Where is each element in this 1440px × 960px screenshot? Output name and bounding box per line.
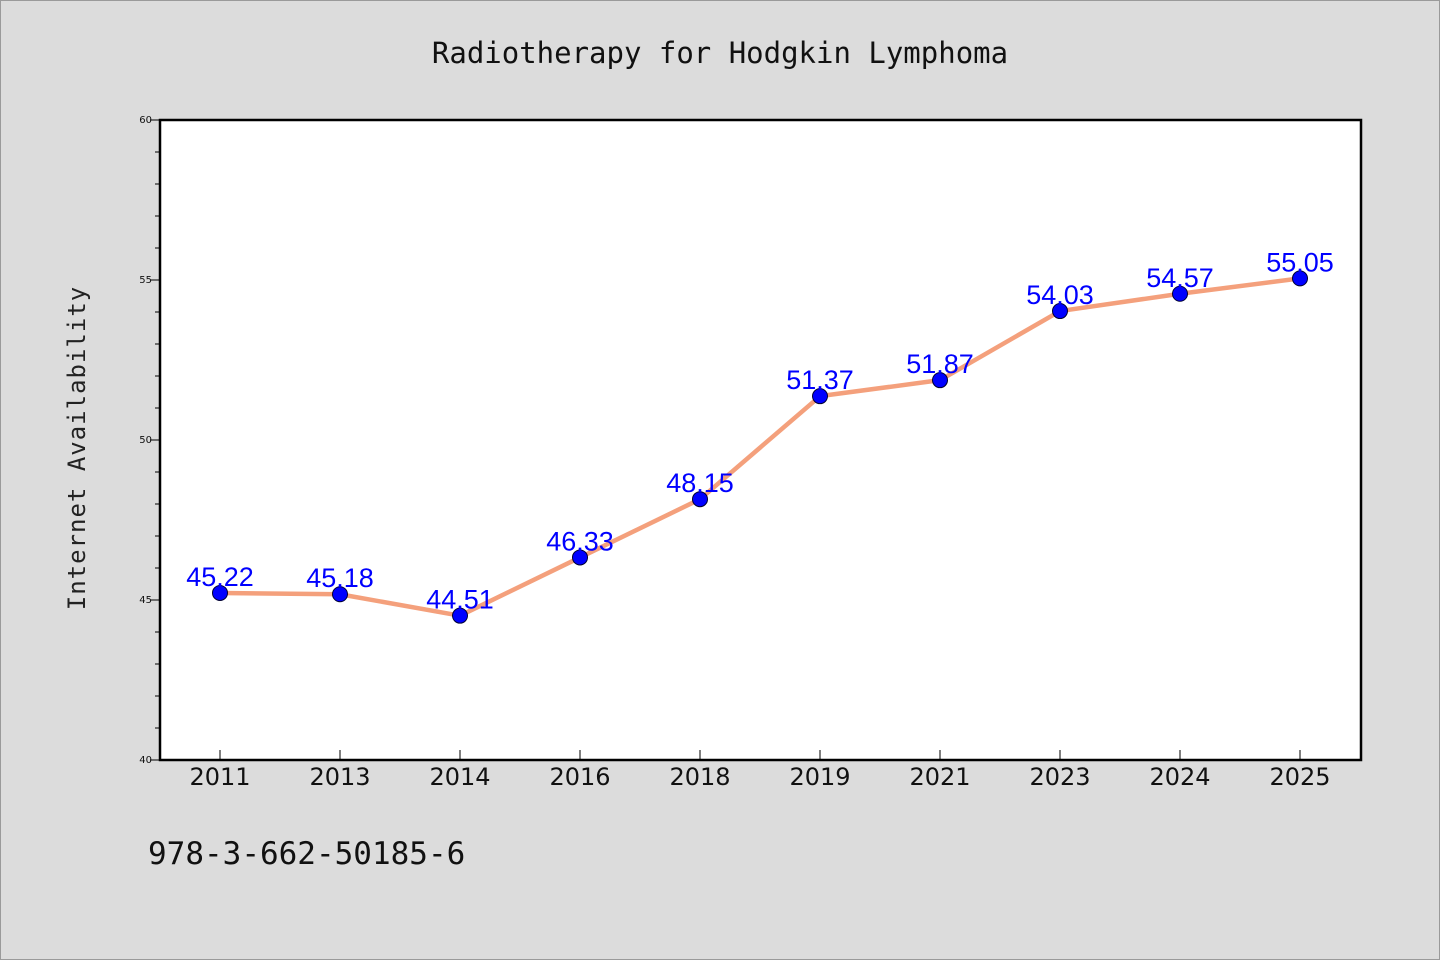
data-label: 48.15 bbox=[666, 468, 734, 498]
data-label: 45.22 bbox=[186, 562, 254, 592]
series-layer: 45.22 45.18 44.51 46.33 48.15 51.37 51.87 54.03… bbox=[186, 247, 1334, 624]
data-point bbox=[1052, 303, 1068, 320]
y-tick-label: 60 bbox=[139, 115, 152, 126]
data-label: 46.33 bbox=[546, 526, 614, 556]
chart-title: Radiotherapy for Hodgkin Lymphoma bbox=[432, 36, 1008, 70]
x-tick-label: 2016 bbox=[549, 763, 610, 791]
data-point bbox=[1292, 270, 1308, 287]
x-tick-label: 2013 bbox=[309, 763, 370, 791]
data-label: 51.37 bbox=[786, 365, 854, 395]
data-point bbox=[812, 388, 828, 405]
y-tick-label: 45 bbox=[139, 595, 152, 606]
data-point bbox=[212, 584, 228, 601]
data-point bbox=[452, 607, 468, 624]
y-tick-label: 40 bbox=[139, 755, 152, 766]
data-label: 45.18 bbox=[306, 563, 374, 593]
data-point bbox=[332, 586, 348, 603]
x-tick-label: 2024 bbox=[1149, 763, 1210, 791]
data-label: 54.57 bbox=[1146, 263, 1214, 293]
data-label: 55.05 bbox=[1266, 247, 1334, 277]
data-label: 54.03 bbox=[1026, 280, 1094, 310]
series-line bbox=[217, 276, 1303, 618]
data-point bbox=[1172, 285, 1188, 302]
y-tick-label: 55 bbox=[139, 275, 152, 286]
data-point bbox=[932, 372, 948, 389]
x-axis: 2011 2013 2014 2016 2018 2019 2021 2023 2024 2025 bbox=[189, 750, 1331, 791]
x-tick-label: 2019 bbox=[789, 763, 850, 791]
x-tick-label: 2025 bbox=[1269, 763, 1330, 791]
data-label: 51.87 bbox=[906, 349, 974, 379]
data-label: 44.51 bbox=[426, 585, 494, 615]
y-tick-label: 50 bbox=[139, 435, 152, 446]
x-tick-label: 2021 bbox=[909, 763, 970, 791]
x-tick-label: 2023 bbox=[1029, 763, 1090, 791]
isbn-text: 978-3-662-50185-6 bbox=[148, 836, 465, 872]
data-point bbox=[572, 549, 588, 566]
x-tick-label: 2014 bbox=[429, 763, 490, 791]
y-axis: 40 45 50 55 60 bbox=[139, 115, 160, 766]
x-tick-label: 2018 bbox=[669, 763, 730, 791]
y-axis-label: Internet Availability bbox=[63, 286, 91, 610]
x-tick-label: 2011 bbox=[189, 763, 250, 791]
data-point bbox=[692, 491, 708, 508]
plot-area bbox=[158, 118, 1363, 762]
